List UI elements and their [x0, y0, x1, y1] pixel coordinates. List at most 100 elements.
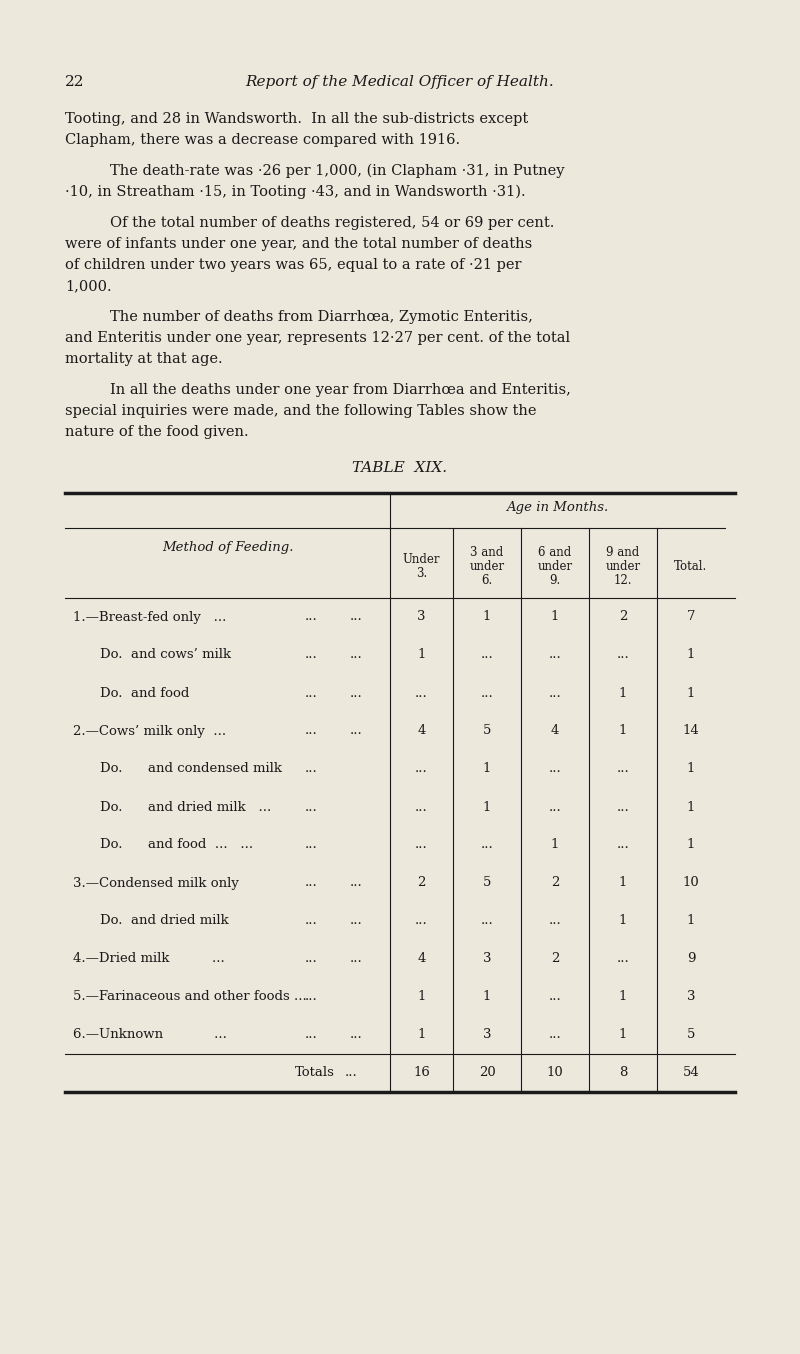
- Text: 10: 10: [682, 876, 699, 890]
- Text: special inquiries were made, and the following Tables show the: special inquiries were made, and the fol…: [65, 403, 537, 418]
- Text: 3: 3: [418, 611, 426, 623]
- Text: 2: 2: [551, 876, 559, 890]
- Text: 9.: 9.: [550, 574, 561, 588]
- Text: 1: 1: [418, 1029, 426, 1041]
- Text: ...: ...: [350, 1029, 362, 1041]
- Text: ...: ...: [350, 876, 362, 890]
- Text: Clapham, there was a decrease compared with 1916.: Clapham, there was a decrease compared w…: [65, 133, 460, 148]
- Text: ...: ...: [415, 800, 428, 814]
- Text: 2: 2: [619, 611, 627, 623]
- Text: 6 and: 6 and: [538, 546, 572, 559]
- Text: ...: ...: [481, 838, 494, 852]
- Text: 6.: 6.: [482, 574, 493, 588]
- Text: In all the deaths under one year from Diarrhœa and Enteritis,: In all the deaths under one year from Di…: [110, 383, 571, 397]
- Text: 1,000.: 1,000.: [65, 279, 112, 292]
- Text: 4.—Dried milk          ...: 4.—Dried milk ...: [73, 952, 225, 965]
- Text: 5: 5: [687, 1029, 695, 1041]
- Text: Method of Feeding.: Method of Feeding.: [162, 542, 294, 554]
- Text: Under: Under: [402, 552, 440, 566]
- Text: 5: 5: [483, 876, 491, 890]
- Text: ...: ...: [617, 838, 630, 852]
- Text: Totals: Totals: [295, 1067, 335, 1079]
- Text: 1: 1: [619, 876, 627, 890]
- Text: were of infants under one year, and the total number of deaths: were of infants under one year, and the …: [65, 237, 532, 250]
- Text: of children under two years was 65, equal to a rate of ·21 per: of children under two years was 65, equa…: [65, 259, 522, 272]
- Text: TABLE  XIX.: TABLE XIX.: [353, 460, 447, 475]
- Text: under: under: [606, 561, 641, 573]
- Text: 3: 3: [482, 1029, 491, 1041]
- Text: 3 and: 3 and: [470, 546, 504, 559]
- Text: The number of deaths from Diarrhœa, Zymotic Enteritis,: The number of deaths from Diarrhœa, Zymo…: [110, 310, 533, 324]
- Text: ...: ...: [481, 649, 494, 662]
- Text: 1: 1: [687, 762, 695, 776]
- Text: 2: 2: [418, 876, 426, 890]
- Text: Do.      and condensed milk: Do. and condensed milk: [100, 762, 282, 776]
- Text: ...: ...: [350, 724, 362, 738]
- Text: ...: ...: [415, 838, 428, 852]
- Text: ...: ...: [415, 686, 428, 700]
- Text: ...: ...: [617, 952, 630, 965]
- Text: 9 and: 9 and: [606, 546, 640, 559]
- Text: ...: ...: [549, 686, 562, 700]
- Text: ...: ...: [305, 1029, 318, 1041]
- Text: ...: ...: [350, 611, 362, 623]
- Text: ...: ...: [305, 991, 318, 1003]
- Text: 3: 3: [686, 991, 695, 1003]
- Text: 5: 5: [483, 724, 491, 738]
- Text: ...: ...: [305, 686, 318, 700]
- Text: 4: 4: [418, 724, 426, 738]
- Text: ...: ...: [481, 914, 494, 927]
- Text: 1.—Breast-fed only   ...: 1.—Breast-fed only ...: [73, 611, 226, 623]
- Text: 9: 9: [686, 952, 695, 965]
- Text: Do.  and food: Do. and food: [100, 686, 190, 700]
- Text: ...: ...: [305, 838, 318, 852]
- Text: 1: 1: [483, 991, 491, 1003]
- Text: 4: 4: [418, 952, 426, 965]
- Text: 22: 22: [65, 74, 85, 89]
- Text: 1: 1: [687, 838, 695, 852]
- Text: 3.—Condensed milk only: 3.—Condensed milk only: [73, 876, 239, 890]
- Text: 1: 1: [551, 611, 559, 623]
- Text: Tooting, and 28 in Wandsworth.  In all the sub-districts except: Tooting, and 28 in Wandsworth. In all th…: [65, 112, 528, 126]
- Text: 1: 1: [619, 914, 627, 927]
- Text: ...: ...: [345, 1067, 358, 1079]
- Text: 12.: 12.: [614, 574, 632, 588]
- Text: Age in Months.: Age in Months.: [506, 501, 609, 515]
- Text: ...: ...: [350, 686, 362, 700]
- Text: Of the total number of deaths registered, 54 or 69 per cent.: Of the total number of deaths registered…: [110, 217, 554, 230]
- Text: 3: 3: [482, 952, 491, 965]
- Text: 14: 14: [682, 724, 699, 738]
- Text: Do.  and cows’ milk: Do. and cows’ milk: [100, 649, 231, 662]
- Text: 5.—Farinaceous and other foods ...: 5.—Farinaceous and other foods ...: [73, 991, 306, 1003]
- Text: ...: ...: [305, 800, 318, 814]
- Text: 1: 1: [551, 838, 559, 852]
- Text: ...: ...: [549, 649, 562, 662]
- Text: ...: ...: [305, 876, 318, 890]
- Text: under: under: [538, 561, 573, 573]
- Text: ...: ...: [481, 686, 494, 700]
- Text: ...: ...: [350, 952, 362, 965]
- Text: 2.—Cows’ milk only  ...: 2.—Cows’ milk only ...: [73, 724, 226, 738]
- Text: ...: ...: [305, 952, 318, 965]
- Text: ...: ...: [617, 762, 630, 776]
- Text: 1: 1: [687, 649, 695, 662]
- Text: Do.      and food  ...   ...: Do. and food ... ...: [100, 838, 253, 852]
- Text: under: under: [470, 561, 505, 573]
- Text: 1: 1: [619, 686, 627, 700]
- Text: 1: 1: [483, 611, 491, 623]
- Text: 4: 4: [551, 724, 559, 738]
- Text: ...: ...: [549, 800, 562, 814]
- Text: 1: 1: [619, 1029, 627, 1041]
- Text: ...: ...: [305, 914, 318, 927]
- Text: ...: ...: [350, 649, 362, 662]
- Text: Total.: Total.: [674, 561, 708, 573]
- Text: 16: 16: [413, 1067, 430, 1079]
- Text: ...: ...: [415, 762, 428, 776]
- Text: 20: 20: [478, 1067, 495, 1079]
- Text: nature of the food given.: nature of the food given.: [65, 425, 249, 439]
- Text: 10: 10: [546, 1067, 563, 1079]
- Text: 1: 1: [687, 914, 695, 927]
- Text: ...: ...: [549, 762, 562, 776]
- Text: ·10, in Streatham ·15, in Tooting ·43, and in Wandsworth ·31).: ·10, in Streatham ·15, in Tooting ·43, a…: [65, 185, 526, 199]
- Text: 1: 1: [619, 991, 627, 1003]
